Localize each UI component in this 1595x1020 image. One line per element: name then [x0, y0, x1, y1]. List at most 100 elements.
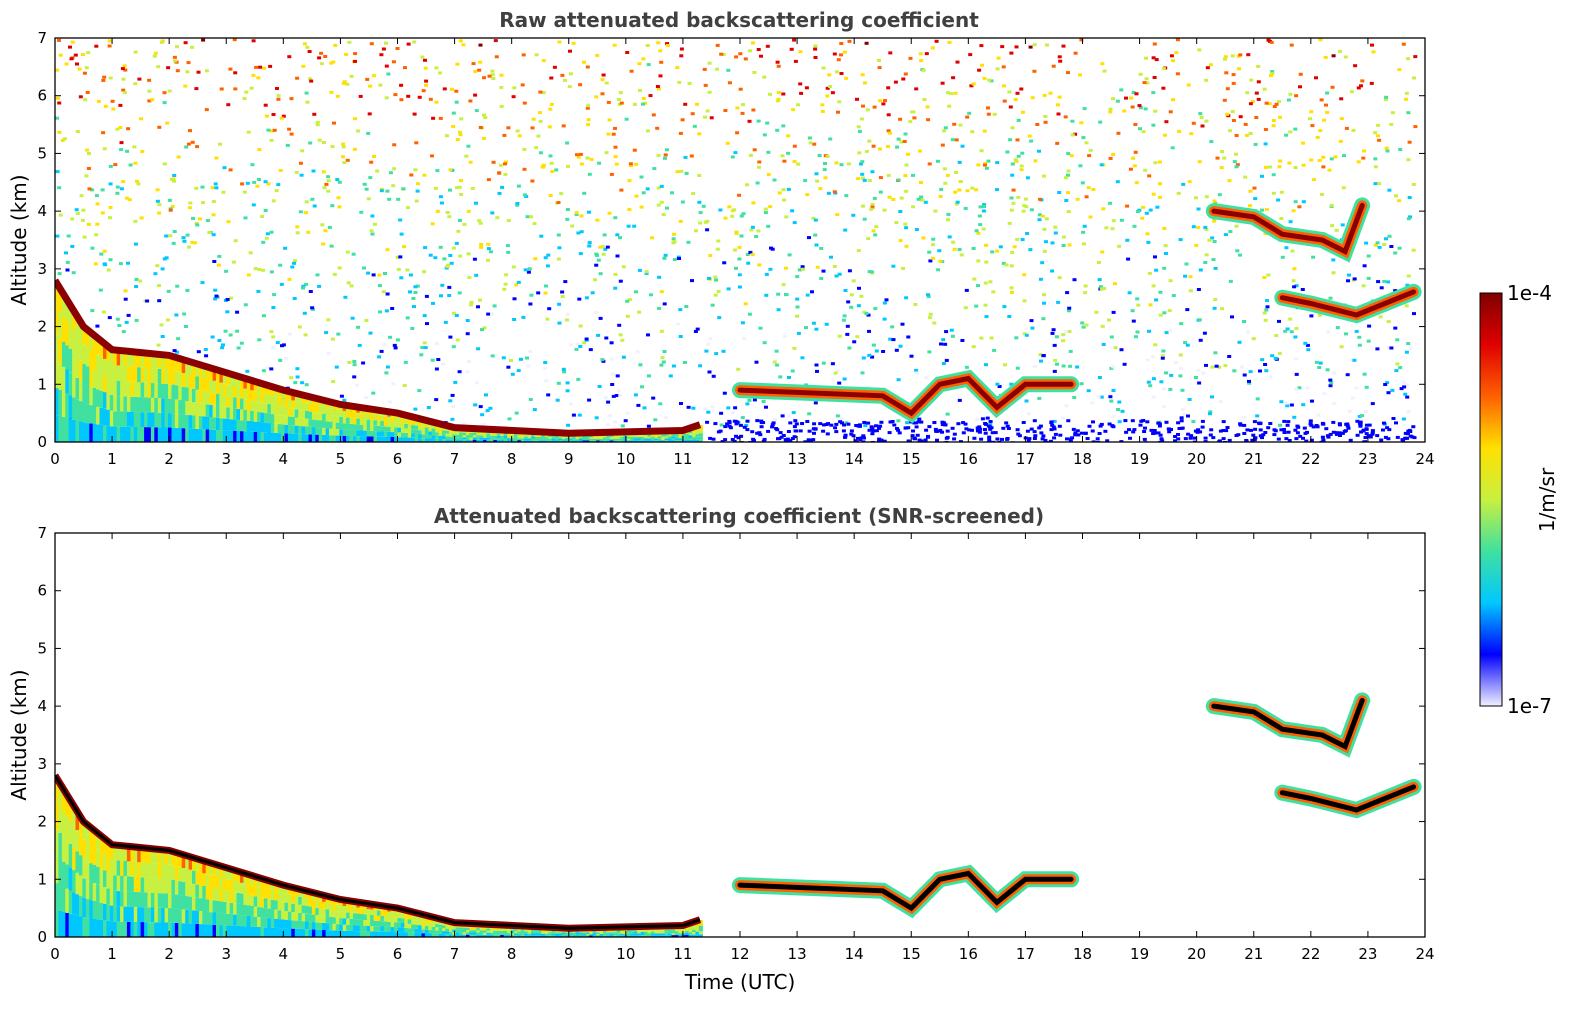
noise-cell	[846, 422, 851, 426]
noise-cell	[698, 211, 703, 215]
aerosol-cell	[284, 390, 289, 399]
aerosol-cell	[103, 342, 107, 359]
noise-cell	[1356, 86, 1361, 90]
noise-cell	[926, 435, 931, 439]
noise-cell	[190, 140, 195, 144]
noise-cell	[963, 422, 968, 426]
noise-cell	[742, 336, 747, 340]
noise-cell	[861, 104, 865, 108]
aerosol-cell	[133, 907, 138, 922]
noise-cell	[609, 172, 614, 176]
noise-cell	[439, 201, 444, 205]
noise-cell	[1138, 72, 1143, 76]
noise-cell	[342, 398, 347, 402]
noise-cell	[958, 123, 963, 127]
aerosol-cell	[99, 356, 104, 374]
noise-cell	[1186, 432, 1191, 436]
aerosol-cell	[400, 437, 405, 442]
aerosol-cell	[205, 886, 210, 900]
noise-cell	[1308, 117, 1312, 121]
noise-cell	[926, 295, 931, 299]
noise-cell	[1325, 110, 1330, 114]
noise-cell	[1376, 134, 1380, 138]
noise-cell	[866, 237, 871, 241]
aerosol-cell	[185, 855, 190, 869]
aerosol-cell	[325, 435, 330, 442]
aerosol-cell	[644, 440, 649, 442]
aerosol-cell	[531, 435, 536, 437]
aerosol-cell	[698, 427, 703, 431]
aerosol-cell	[233, 408, 238, 420]
noise-cell	[715, 247, 720, 251]
aerosol-cell	[113, 921, 118, 937]
noise-cell	[83, 98, 88, 102]
aerosol-cell	[335, 924, 340, 931]
aerosol-cell	[630, 438, 635, 441]
aerosol-cell	[301, 905, 306, 914]
aerosol-cell	[380, 436, 385, 442]
noise-cell	[538, 90, 543, 94]
noise-cell	[842, 377, 847, 381]
aerosol-cell	[212, 875, 217, 888]
noise-cell	[1237, 340, 1242, 344]
noise-cell	[1387, 346, 1392, 350]
noise-cell	[1151, 284, 1156, 288]
noise-cell	[134, 318, 139, 322]
aerosol-cell	[520, 440, 525, 442]
noise-cell	[1168, 387, 1173, 391]
aerosol-cell	[277, 901, 282, 911]
noise-cell	[1055, 362, 1059, 366]
aerosol-cell	[168, 850, 172, 865]
aerosol-cell	[318, 413, 323, 421]
noise-cell	[606, 132, 611, 136]
aerosol-cell	[325, 407, 330, 415]
noise-cell	[1095, 437, 1100, 441]
aerosol-cell	[92, 370, 97, 388]
aerosol-cell	[150, 907, 155, 923]
aerosol-cell	[150, 863, 155, 878]
aerosol-cell	[164, 922, 169, 937]
aerosol-cell	[582, 436, 587, 438]
noise-cell	[455, 186, 459, 190]
aerosol-cell	[96, 424, 101, 442]
noise-cell	[716, 430, 721, 434]
noise-cell	[1345, 373, 1350, 377]
noise-cell	[830, 362, 835, 366]
noise-cell	[860, 436, 865, 440]
noise-cell	[478, 43, 483, 47]
noise-cell	[1382, 279, 1387, 283]
noise-cell	[961, 421, 966, 425]
aerosol-cell	[346, 924, 351, 931]
aerosol-cell	[472, 433, 477, 436]
noise-cell	[1168, 328, 1173, 332]
noise-cell	[1354, 329, 1359, 333]
aerosol-cell	[318, 915, 323, 923]
aerosol-cell	[431, 425, 436, 429]
aerosol-cell	[85, 823, 90, 843]
noise-cell	[1099, 395, 1104, 399]
noise-cell	[636, 403, 641, 407]
aerosol-cell	[89, 368, 94, 387]
x-tick-label: 23	[1358, 450, 1377, 468]
noise-cell	[276, 97, 281, 101]
aerosol-cell	[257, 432, 262, 442]
noise-cell	[547, 125, 552, 129]
noise-cell	[217, 339, 222, 342]
noise-cell	[521, 315, 526, 319]
aerosol-cell	[58, 364, 63, 390]
noise-cell	[350, 316, 355, 320]
aerosol-cell	[205, 416, 210, 430]
noise-cell	[896, 137, 901, 141]
noise-cell	[646, 333, 650, 337]
noise-cell	[847, 346, 852, 350]
noise-cell	[723, 109, 728, 112]
aerosol-cell	[267, 927, 272, 937]
aerosol-cell	[154, 878, 159, 893]
noise-cell	[964, 427, 969, 431]
noise-cell	[747, 312, 752, 316]
aerosol-cell	[250, 421, 255, 432]
noise-cell	[298, 161, 303, 165]
aerosol-cell	[301, 921, 306, 930]
aerosol-cell	[287, 920, 292, 929]
aerosol-cell	[657, 436, 662, 439]
